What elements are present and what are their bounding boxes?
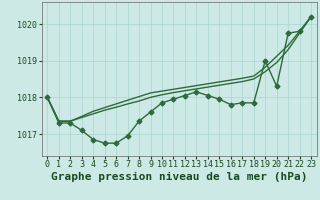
X-axis label: Graphe pression niveau de la mer (hPa): Graphe pression niveau de la mer (hPa) xyxy=(51,172,308,182)
